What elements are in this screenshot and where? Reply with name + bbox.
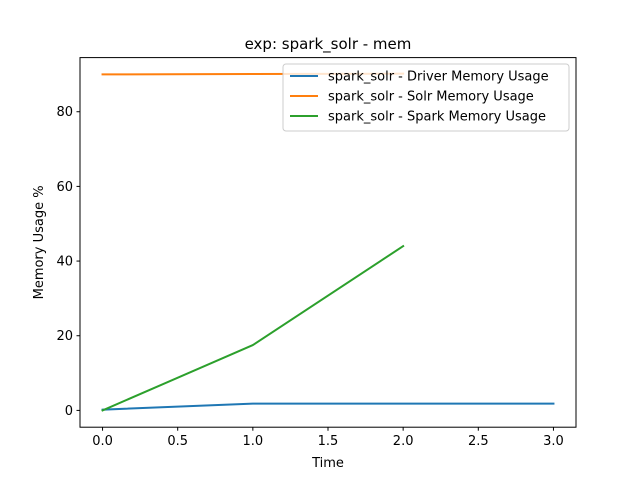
legend: spark_solr - Driver Memory Usage spark_so… [282,63,570,132]
y-axis-label: Memory Usage % [32,185,47,299]
legend-label: spark_solr - Driver Memory Usage [328,70,549,85]
x-axis: 0.0 0.5 1.0 1.5 2.0 2.5 3.0 [92,427,564,449]
series-line-3 [101,244,405,412]
x-tick-label: 1.5 [318,434,339,449]
x-tick-label: 0.0 [92,434,113,449]
y-tick-label: 40 [56,255,73,270]
y-tick-label: 80 [56,105,73,120]
series-line-1 [101,402,555,411]
x-tick-label: 2.5 [468,434,489,449]
y-axis: 0 20 40 60 80 [56,105,80,419]
x-axis-label: Time [311,456,344,471]
legend-box [282,63,570,132]
x-tick-label: 0.5 [167,434,188,449]
y-tick-label: 0 [65,404,73,419]
x-tick-label: 3.0 [543,434,564,449]
y-tick-label: 60 [56,180,73,195]
x-tick-label: 2.0 [393,434,414,449]
legend-label: spark_solr - Solr Memory Usage [328,90,534,105]
y-tick-label: 20 [56,329,73,344]
legend-label: spark_solr - Spark Memory Usage [328,110,546,125]
chart-title: exp: spark_solr - mem [245,35,412,54]
x-tick-label: 1.0 [243,434,264,449]
